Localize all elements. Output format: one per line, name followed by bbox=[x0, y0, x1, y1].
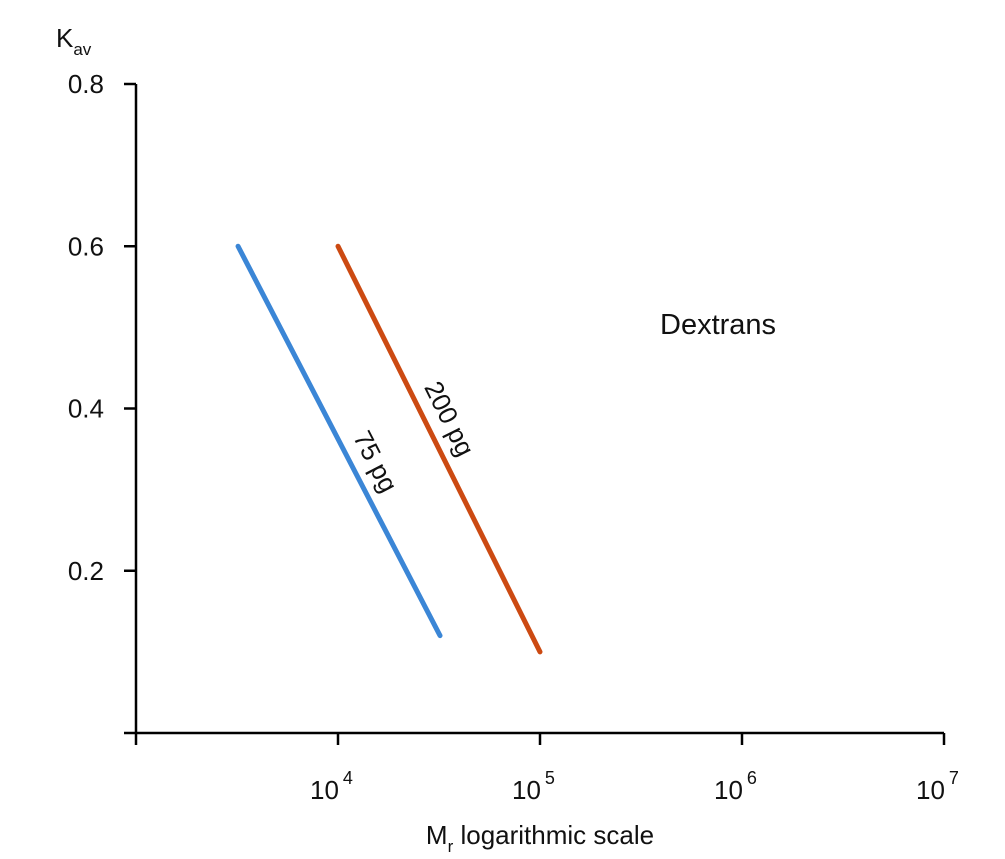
x-tick-label-base: 10 bbox=[310, 775, 339, 805]
series-label-75-pg: 75 pg bbox=[347, 426, 404, 498]
y-axis-title-main: K bbox=[56, 23, 74, 53]
y-axis-title-sub: av bbox=[73, 40, 91, 59]
x-tick-label-base: 10 bbox=[714, 775, 743, 805]
x-tick-label: 10 6 bbox=[714, 768, 757, 805]
y-tick-label: 0.4 bbox=[68, 394, 104, 424]
y-tick-label: 0.8 bbox=[68, 69, 104, 99]
x-tick-label: 10 4 bbox=[310, 768, 353, 805]
x-tick-label-exponent: 5 bbox=[545, 768, 555, 788]
series-line-75-pg bbox=[235, 243, 443, 639]
annotation-dextrans: Dextrans bbox=[660, 309, 776, 341]
y-ticks: 0.2 0.4 0.6 0.8 bbox=[68, 69, 136, 586]
series-label-200-pg: 200 pg bbox=[418, 376, 480, 461]
x-axis-title-main: M bbox=[426, 820, 448, 850]
y-tick-label: 0.2 bbox=[68, 556, 104, 586]
x-ticks: 10 4 10 5 10 6 10 7 bbox=[134, 733, 959, 805]
x-axis-title-sub: r bbox=[448, 837, 454, 856]
y-axis-title: Kav bbox=[56, 23, 92, 59]
x-tick-label-exponent: 7 bbox=[949, 768, 959, 788]
series-line-200-pg bbox=[335, 243, 543, 655]
x-tick-label-base: 10 bbox=[916, 775, 945, 805]
x-axis-title: Mr logarithmic scale bbox=[426, 820, 654, 856]
x-axis-title-rest: logarithmic scale bbox=[453, 820, 654, 850]
x-tick-label-base: 10 bbox=[512, 775, 541, 805]
x-tick-label: 10 7 bbox=[916, 768, 959, 805]
x-tick-label-exponent: 4 bbox=[343, 768, 353, 788]
x-tick-label-exponent: 6 bbox=[747, 768, 757, 788]
y-tick-label: 0.6 bbox=[68, 231, 104, 261]
x-tick-label: 10 5 bbox=[512, 768, 555, 805]
